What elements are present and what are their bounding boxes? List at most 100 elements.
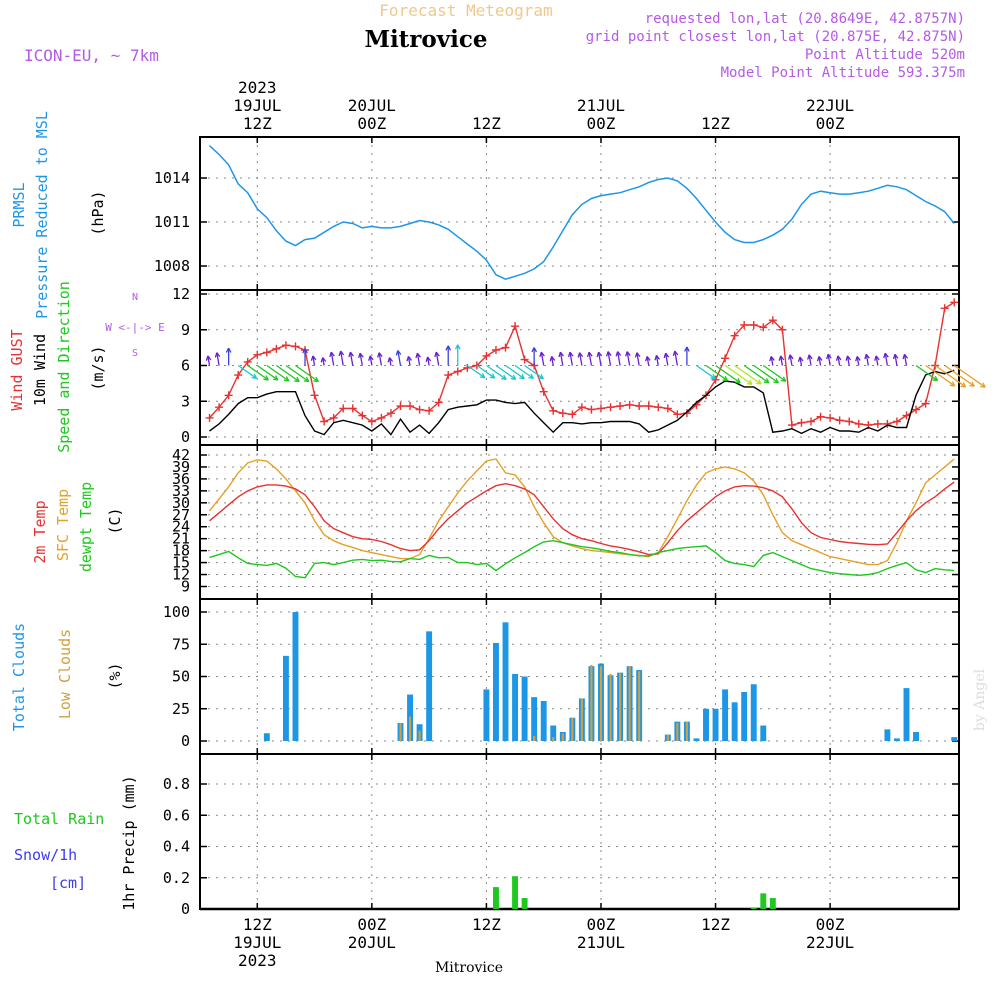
plot-area: 1008101110140369129121518212427303336394… [154,78,986,970]
ytick-label: 0 [181,428,190,446]
ytick-label: 3 [181,392,190,410]
wind-arrow-head [283,376,290,382]
gust-marker [835,416,844,425]
wind-arrow-head [763,378,770,384]
total-cloud-bar [731,702,738,741]
total-cloud-bar [760,725,767,741]
wind-arrow-head [645,356,651,362]
wind-arrow-shaft [266,364,290,382]
total-cloud-bar [493,642,499,741]
gust-marker [215,403,224,412]
bottom-hour-label: 00Z [357,915,386,934]
wind-arrow-head [949,381,956,387]
gust-marker [367,417,376,426]
wind-arrow-shaft [378,352,383,366]
wind-arrow-head [489,373,496,379]
top-date-label: 19JUL [233,96,281,115]
wind-arrow-shaft [925,364,956,387]
gust-marker [845,417,854,426]
wind-arrow-head [787,354,794,360]
wind-arrow-head [756,379,762,385]
wind-arrow-shaft [578,352,583,366]
gust-marker [339,404,348,413]
precip-labels: Total Rain Snow/1h [cm] 1hr Precip (mm) [14,775,138,910]
bottom-hour-label: 12Z [243,915,272,934]
panel-frame-5 [199,753,960,910]
wind-arrow-shaft [588,351,593,366]
bottom-hour-label: 00Z [587,915,616,934]
wind-arrow-shaft [216,352,220,366]
pressure-label-2: Pressure Reduced to MSL [33,111,51,319]
point-altitude: Point Altitude 520m [805,47,965,63]
gust-marker [549,406,558,415]
gust-marker [940,304,949,313]
grid-point-coords: grid point closest lon,lat (20.875E, 42.… [586,29,965,45]
wind-arrow-shaft [865,354,869,366]
gust-marker [854,419,863,428]
wind-arrow-head [531,347,538,353]
pressure-label-1: PRMSL [10,182,28,227]
wind-arrow-shaft [837,355,841,366]
gust-marker [816,412,825,421]
wind-arrow-shaft [770,356,774,366]
wind-arrow-head [510,374,517,380]
gust-marker [568,410,577,419]
wind-arrow-head [415,352,421,359]
wind-arrow-shaft [330,351,335,366]
gust-marker [787,421,796,430]
low-cloud-bar [408,716,412,741]
wind-arrow-head [883,352,889,359]
bottom-hour-label: 12Z [472,915,501,934]
gust-marker [281,341,290,350]
wind-arrow-shaft [237,364,257,379]
wind-arrow-shaft [780,355,784,366]
gust-marker [396,402,405,411]
wind-arrow-head [538,373,544,380]
gust-marker [539,387,548,396]
bottom-date-label: 19JUL [233,933,281,952]
low-cloud-bar [399,722,402,741]
wind-arrow-shaft [705,364,728,382]
wind-arrow-shaft [646,356,650,366]
wind-arrow-shaft [397,350,402,366]
gust-marker [826,413,835,422]
wind-arrow-head [980,382,986,388]
bottom-date-label: 20JUL [348,933,396,952]
wind-arrow-shaft [894,354,898,366]
ytick-label: 9 [181,321,190,339]
gust-marker [386,409,395,418]
wind-labels: Wind GUST 10m Wind Speed and Direction (… [8,281,165,453]
ytick-label: 9 [181,578,190,596]
gust-marker [425,406,434,415]
wind-arrow-head [310,355,317,361]
wind-arrow-shaft [626,351,631,366]
compass-n: N [132,292,138,303]
wind-arrow-head [902,353,909,360]
wind-arrow-head [672,350,679,356]
wind-arrow-shaft [724,364,753,385]
wind-arrow-head [663,352,670,359]
wind-arrow-shaft [953,364,986,388]
top-date-label: 21JUL [577,96,625,115]
wind-arrow-head [816,356,823,362]
wind-arrow-shaft [312,355,316,366]
wind-arrow-head [932,375,939,382]
wind-arrow-head [960,382,967,388]
wind-arrow-shaft [799,356,803,366]
ytick-label: 25 [172,700,190,718]
wind-arrow-shaft [753,364,779,384]
precip-axis-label: 1hr Precip (mm) [120,775,138,910]
total-cloud-bar [722,689,729,741]
total-cloud-bar [884,729,891,741]
gust-marker [673,410,682,419]
gust-marker [520,355,529,364]
gust-marker [491,346,500,355]
total-clouds-label: Total Clouds [10,623,28,731]
wind-arrow-head [425,356,432,362]
wind-dir-label: Speed and Direction [55,281,73,453]
wind-arrow-head [892,353,899,360]
wind-arrow-head [272,375,279,381]
panel-frame-1 [199,136,960,291]
wind-arrow-shaft [256,364,279,381]
wind-arrow-shaft [674,350,678,366]
